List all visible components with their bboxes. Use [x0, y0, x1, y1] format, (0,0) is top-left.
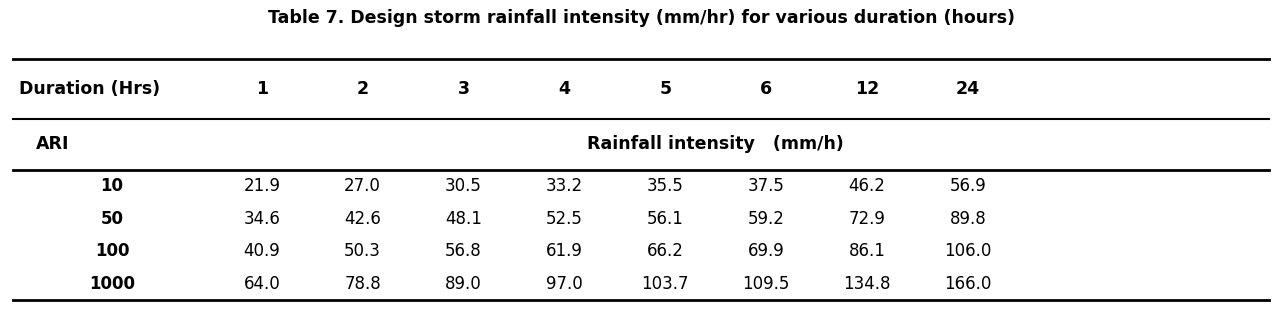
Text: 97.0: 97.0 [546, 274, 583, 293]
Text: 64.0: 64.0 [244, 274, 281, 293]
Text: 48.1: 48.1 [445, 210, 482, 228]
Text: 42.6: 42.6 [344, 210, 381, 228]
Text: 61.9: 61.9 [546, 242, 583, 260]
Text: 12: 12 [855, 80, 879, 98]
Text: 52.5: 52.5 [546, 210, 583, 228]
Text: 24: 24 [956, 80, 979, 98]
Text: 1: 1 [255, 80, 268, 98]
Text: Table 7. Design storm rainfall intensity (mm/hr) for various duration (hours): Table 7. Design storm rainfall intensity… [268, 9, 1014, 27]
Text: 6: 6 [760, 80, 772, 98]
Text: 37.5: 37.5 [747, 177, 785, 195]
Text: 5: 5 [659, 80, 672, 98]
Text: 166.0: 166.0 [945, 274, 992, 293]
Text: 69.9: 69.9 [747, 242, 785, 260]
Text: 21.9: 21.9 [244, 177, 281, 195]
Text: 100: 100 [95, 242, 129, 260]
Text: 89.8: 89.8 [950, 210, 986, 228]
Text: 56.8: 56.8 [445, 242, 482, 260]
Text: 59.2: 59.2 [747, 210, 785, 228]
Text: 46.2: 46.2 [849, 177, 886, 195]
Text: 33.2: 33.2 [546, 177, 583, 195]
Text: 4: 4 [559, 80, 570, 98]
Text: 1000: 1000 [88, 274, 135, 293]
Text: 72.9: 72.9 [849, 210, 886, 228]
Text: 106.0: 106.0 [945, 242, 992, 260]
Text: 50: 50 [100, 210, 123, 228]
Text: 30.5: 30.5 [445, 177, 482, 195]
Text: 103.7: 103.7 [641, 274, 688, 293]
Text: 2: 2 [356, 80, 369, 98]
Text: Rainfall intensity   (mm/h): Rainfall intensity (mm/h) [587, 135, 844, 154]
Text: 89.0: 89.0 [445, 274, 482, 293]
Text: 78.8: 78.8 [345, 274, 381, 293]
Text: 50.3: 50.3 [344, 242, 381, 260]
Text: 27.0: 27.0 [344, 177, 381, 195]
Text: 56.9: 56.9 [950, 177, 986, 195]
Text: ARI: ARI [36, 135, 69, 154]
Text: 109.5: 109.5 [742, 274, 790, 293]
Text: 56.1: 56.1 [647, 210, 683, 228]
Text: 35.5: 35.5 [647, 177, 683, 195]
Text: 10: 10 [100, 177, 123, 195]
Text: 3: 3 [458, 80, 469, 98]
Text: 86.1: 86.1 [849, 242, 886, 260]
Text: 134.8: 134.8 [844, 274, 891, 293]
Text: Duration (Hrs): Duration (Hrs) [19, 80, 160, 98]
Text: 34.6: 34.6 [244, 210, 281, 228]
Text: 40.9: 40.9 [244, 242, 281, 260]
Text: 66.2: 66.2 [647, 242, 683, 260]
